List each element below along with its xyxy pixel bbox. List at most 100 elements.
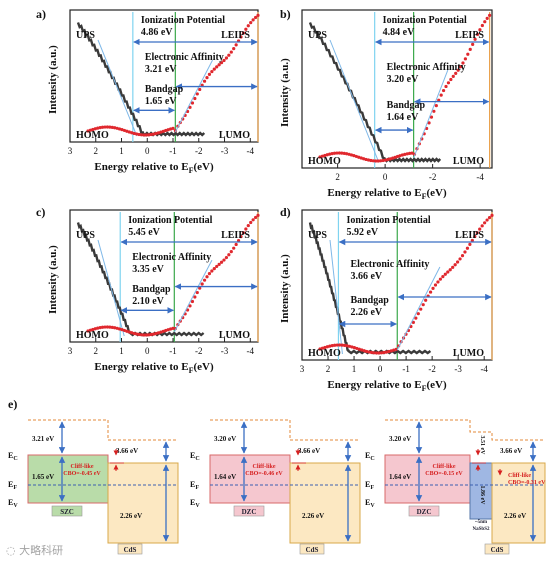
x-tick-label: -4 bbox=[247, 146, 255, 156]
leips-point bbox=[475, 231, 479, 235]
leips-point bbox=[253, 15, 258, 20]
ionization-potential-label: Ionization Potential bbox=[141, 15, 225, 26]
x-tick-label: 2 bbox=[94, 146, 99, 156]
cds-bandgap: 2.26 eV bbox=[504, 512, 526, 520]
leips-point bbox=[149, 332, 153, 337]
leips-point bbox=[96, 126, 100, 130]
leips-point bbox=[142, 133, 146, 137]
cds-name: CdS bbox=[491, 546, 504, 554]
leips-point bbox=[144, 133, 148, 137]
leips-point bbox=[110, 325, 114, 329]
ups-fit-line bbox=[97, 239, 125, 337]
leips-point bbox=[340, 151, 344, 155]
leips-point bbox=[357, 155, 361, 159]
leips-point bbox=[241, 231, 246, 235]
leips-point bbox=[333, 343, 337, 347]
watermark-icon: ◌ bbox=[6, 544, 20, 557]
leips-point bbox=[388, 157, 392, 161]
leips-point bbox=[473, 234, 477, 239]
leips-point bbox=[366, 158, 371, 162]
leips-fit-line bbox=[174, 59, 213, 133]
leips-point bbox=[350, 345, 354, 349]
cds-name-box bbox=[117, 543, 143, 555]
x-axis-label: Energy relative to EF(eV) bbox=[327, 187, 447, 201]
cbo-label: CBO=-0.46 eV bbox=[245, 471, 283, 477]
leips-point bbox=[137, 132, 141, 137]
leips-fit-line bbox=[413, 69, 449, 159]
cbo-label: Cliff-like bbox=[253, 464, 276, 470]
leips-point bbox=[431, 286, 435, 290]
leips-point bbox=[451, 265, 455, 269]
ups-fit-line bbox=[97, 39, 138, 137]
leips-point bbox=[444, 84, 448, 89]
leips-point bbox=[117, 327, 122, 331]
x-tick-label: 3 bbox=[68, 146, 73, 156]
x-tick-label: -2 bbox=[428, 364, 436, 374]
leips-point bbox=[256, 213, 260, 217]
leips-point bbox=[151, 332, 156, 336]
leips-point bbox=[125, 129, 129, 133]
x-tick-label: 0 bbox=[145, 346, 150, 356]
leips-point bbox=[394, 347, 398, 351]
leips-point bbox=[460, 254, 465, 258]
leips-point bbox=[414, 316, 418, 320]
leips-point bbox=[134, 332, 139, 336]
leips-point bbox=[325, 345, 329, 349]
ups-spectrum bbox=[76, 22, 206, 137]
leips-point bbox=[212, 67, 216, 71]
leips-point bbox=[195, 290, 199, 295]
leips-point bbox=[232, 47, 236, 51]
ups-tag: UPS bbox=[308, 230, 327, 241]
ups-tag: UPS bbox=[76, 230, 95, 241]
x-tick-label: -4 bbox=[476, 172, 484, 182]
electron-affinity-label: Electronic Affinity bbox=[132, 252, 211, 263]
x-tick-label: -3 bbox=[221, 146, 229, 156]
leips-point bbox=[465, 246, 470, 250]
cds-bandgap: 2.26 eV bbox=[302, 512, 324, 520]
leips-point bbox=[458, 257, 462, 261]
cbo-label: CBO=-0.15 eV bbox=[425, 471, 463, 477]
leips-point bbox=[342, 151, 346, 155]
leips-point bbox=[200, 282, 204, 286]
bandgap-label: Bandgap bbox=[132, 284, 171, 295]
watermark: ◌ 大略科研 bbox=[6, 542, 63, 558]
leips-point bbox=[382, 350, 386, 355]
leips-point bbox=[446, 81, 451, 85]
x-tick-label: -4 bbox=[247, 346, 255, 356]
leips-point bbox=[342, 343, 347, 347]
leips-point bbox=[461, 61, 465, 65]
leips-point bbox=[337, 151, 341, 155]
bandgap-value: 2.26 eV bbox=[350, 307, 382, 318]
leips-point bbox=[475, 32, 480, 36]
y-axis-label: Intensity (a.u.) bbox=[47, 245, 59, 314]
leips-point bbox=[142, 333, 146, 337]
leips-point bbox=[164, 128, 168, 133]
leips-point bbox=[365, 349, 369, 354]
absorber-name: DZC bbox=[417, 508, 432, 516]
panel-label: a) bbox=[36, 7, 46, 21]
leips-point bbox=[439, 93, 443, 97]
leips-point bbox=[335, 343, 339, 347]
ionization-potential-value: 5.45 eV bbox=[128, 227, 160, 238]
cbo-label: Cliff-like bbox=[71, 464, 94, 470]
ups-tag: UPS bbox=[308, 30, 327, 41]
leips-point bbox=[222, 258, 226, 262]
leips-point bbox=[249, 21, 253, 25]
electron-affinity-value: 3.66 eV bbox=[350, 271, 382, 282]
leips-point bbox=[328, 344, 332, 348]
x-axis-label-sub: F bbox=[189, 166, 194, 175]
leips-point bbox=[127, 330, 131, 334]
leips-point bbox=[110, 125, 114, 129]
leips-point bbox=[159, 130, 163, 134]
leips-point bbox=[332, 151, 337, 155]
leips-point bbox=[100, 125, 105, 129]
leips-point bbox=[372, 351, 376, 355]
ev-label-sub: V bbox=[195, 503, 200, 509]
absorber-name-box bbox=[408, 505, 440, 517]
leips-point bbox=[98, 126, 102, 130]
leips-point bbox=[147, 333, 151, 337]
homo-tag: HOMO bbox=[308, 348, 341, 359]
leips-point bbox=[463, 57, 467, 61]
leips-point bbox=[188, 304, 192, 308]
leips-point bbox=[411, 320, 415, 324]
